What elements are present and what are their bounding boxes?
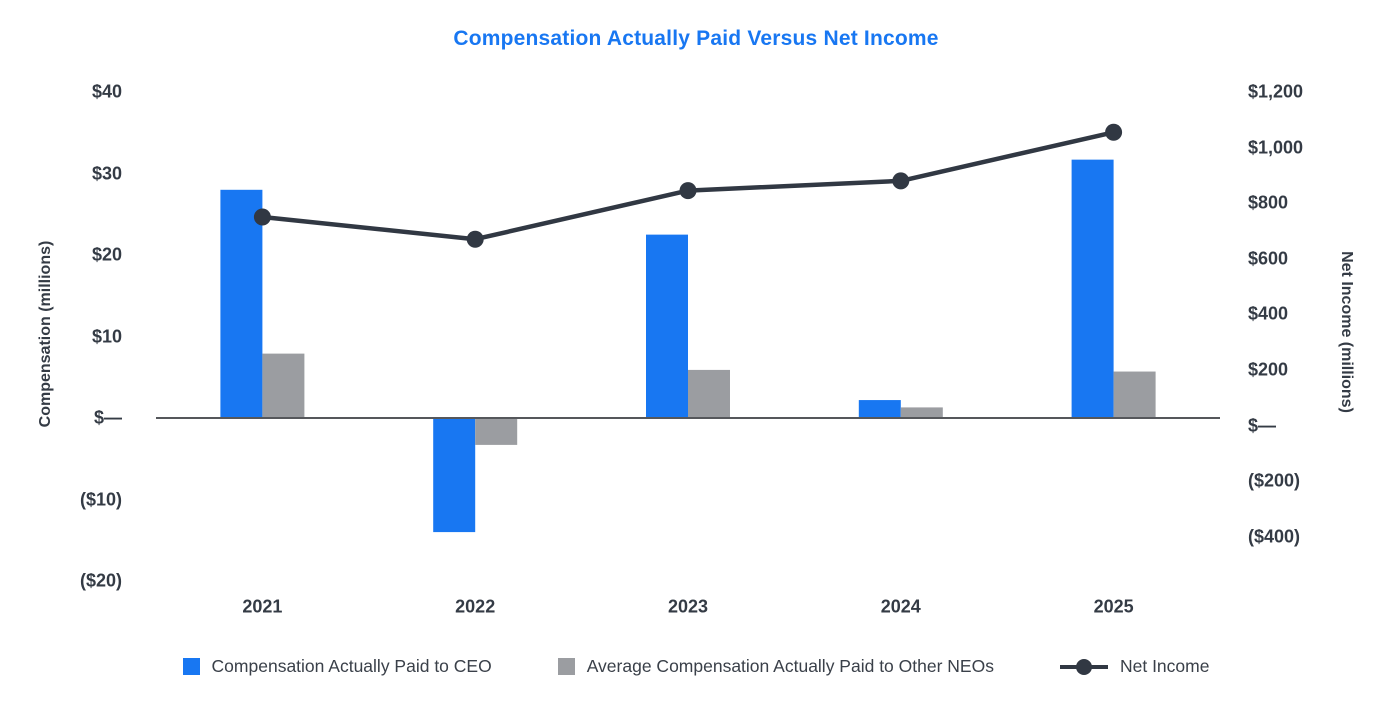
right-axis-tick: $1,200 xyxy=(1248,81,1304,102)
right-axis-tick: $400 xyxy=(1248,303,1289,324)
net-income-point-2023 xyxy=(679,182,697,200)
legend-item-neo: Average Compensation Actually Paid to Ot… xyxy=(557,656,994,677)
legend-label-ceo: Compensation Actually Paid to CEO xyxy=(211,656,492,676)
legend-label-net-income: Net Income xyxy=(1119,656,1210,676)
chart-legend: Compensation Actually Paid to CEO Averag… xyxy=(0,656,1392,677)
ceo-bar-2025 xyxy=(1071,159,1114,418)
left-axis-title: Compensation (millions) xyxy=(37,240,54,428)
right-axis-tick: ($200) xyxy=(1248,470,1301,491)
neo-bar-2022 xyxy=(475,418,518,445)
legend-label-neo: Average Compensation Actually Paid to Ot… xyxy=(586,656,994,676)
right-axis-tick: ($400) xyxy=(1248,526,1301,547)
ceo-bar-2021 xyxy=(220,189,263,418)
neo-bar-2025 xyxy=(1113,371,1156,418)
neo-bar-2024 xyxy=(900,407,943,418)
legend-swatch-ceo xyxy=(182,658,200,675)
line-dot-marker-icon xyxy=(1059,658,1108,676)
legend-item-net-income: Net Income xyxy=(1059,656,1210,677)
left-axis-tick: $40 xyxy=(91,81,122,102)
left-axis-tick: $20 xyxy=(91,244,122,265)
ceo-bar-2023 xyxy=(646,234,688,418)
net-income-point-2025 xyxy=(1105,123,1123,141)
net-income-point-2024 xyxy=(892,172,910,190)
right-axis-tick: $800 xyxy=(1248,192,1289,213)
right-axis-title: Net Income (millions) xyxy=(1338,251,1355,413)
right-axis-tick: $200 xyxy=(1248,359,1289,380)
left-axis-tick: $30 xyxy=(91,163,122,183)
left-axis-tick: $— xyxy=(93,407,122,428)
left-axis-tick: ($20) xyxy=(79,570,122,591)
ceo-bar-2024 xyxy=(858,400,901,418)
x-axis-label-2025: 2025 xyxy=(1093,596,1134,617)
left-axis-tick: ($10) xyxy=(79,489,122,509)
neo-bar-2021 xyxy=(262,353,305,418)
legend-swatch-neo xyxy=(557,658,575,675)
net-income-point-2021 xyxy=(253,208,271,226)
x-axis-label-2022: 2022 xyxy=(455,596,496,617)
x-axis-label-2024: 2024 xyxy=(880,596,921,617)
neo-bar-2023 xyxy=(688,369,730,418)
right-axis-tick: $600 xyxy=(1248,248,1289,269)
net-income-point-2022 xyxy=(466,230,484,248)
right-axis-tick: $1,000 xyxy=(1248,137,1304,158)
legend-item-ceo: Compensation Actually Paid to CEO xyxy=(182,656,492,677)
chart-title: Compensation Actually Paid Versus Net In… xyxy=(453,27,939,50)
x-axis-label-2021: 2021 xyxy=(242,596,283,617)
left-axis-tick: $10 xyxy=(91,326,122,346)
x-axis-label-2023: 2023 xyxy=(667,596,709,617)
right-axis-tick: $— xyxy=(1248,415,1277,436)
ceo-bar-2022 xyxy=(433,418,476,533)
